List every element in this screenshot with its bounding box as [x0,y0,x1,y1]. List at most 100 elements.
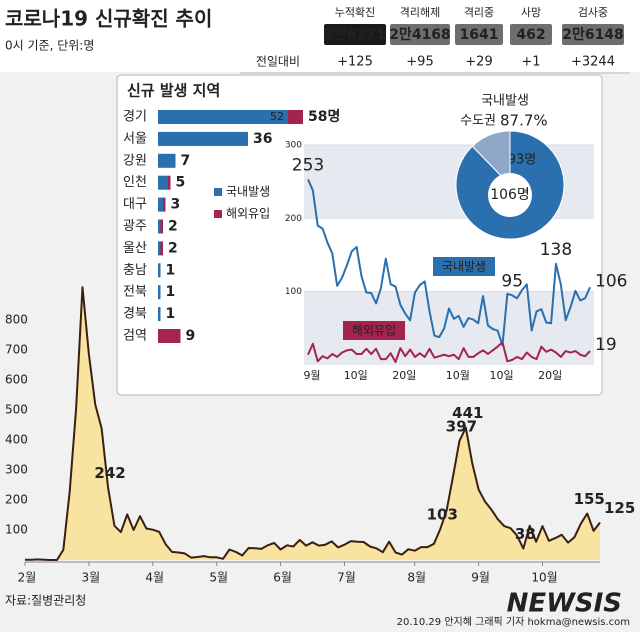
source: 자료:질병관리청 [5,594,86,608]
legend-label: 해외유입 [226,207,270,221]
x-tick-label: 6월 [273,571,292,585]
x-tick-label: 20일 [392,368,416,382]
bar-segment [158,219,161,234]
x-tick-label: 4월 [145,571,164,585]
stat-total: 2만6271 [324,27,386,43]
annotation: 103 [427,506,458,524]
category-label: 경기 [123,110,147,125]
y-tick-label: 600 [5,373,28,387]
x-tick-label: 9월 [303,369,320,382]
x-tick-label: 10월 [531,571,557,585]
line [25,286,601,561]
stat-change: +95 [406,55,433,70]
annotation: 19 [595,335,617,355]
series-line [307,341,591,364]
x-tick-label: 3월 [82,571,101,585]
stat-box [324,24,386,45]
stat-change: +3244 [571,55,615,70]
total-label: 36 [253,131,272,147]
title: 코로나19 신규확진 추이 [5,7,212,31]
total-label: 5 [176,175,186,191]
category-label: 울산 [123,241,147,256]
bar-segment [288,110,303,124]
series-name: 국내발생 [442,260,486,274]
annotation: 253 [292,155,324,175]
bar-segment [160,241,163,256]
stat-change-label: 전일대비 [256,55,300,69]
credit: 20.10.29 안지혜 그래픽 기자 hokma@newsis.com [397,616,630,628]
y-tick-label: 100 [5,523,28,537]
total-label: 58명 [308,108,340,125]
bar-segment [163,197,166,212]
category-label: 검역 [123,329,147,344]
x-tick-label: 9월 [471,571,490,585]
annotation: 138 [540,240,572,260]
annotation: 441 [452,404,483,422]
x-tick-label: 20일 [538,368,562,382]
x-tick-label: 2월 [18,571,37,585]
annotation: 95 [501,271,523,291]
bar-segment [158,285,161,300]
bar-segment [158,153,176,168]
y-tick-label: 400 [5,433,28,447]
y-tick-label: 300 [5,463,28,477]
total-label: 9 [186,328,196,344]
bar-inner-label: 52 [270,110,284,123]
y-tick-label: 300 [285,141,302,151]
stat-label: 격리해제 [400,5,440,19]
total-label: 1 [166,284,176,300]
series-name-bg [343,321,405,340]
stat-total: 1641 [460,27,499,43]
category-label: 경북 [123,307,147,322]
stat-box [510,24,552,45]
stat-box [562,24,624,45]
stat-change: +29 [465,55,492,70]
logo: NEWSIS [507,589,622,619]
category-label: 인천 [123,175,147,190]
y-tick-label: 100 [285,287,302,297]
pie-title: 국내발생 [481,94,529,109]
pie-hole [488,173,532,217]
legend-swatch [214,210,222,218]
series-name-bg [433,257,495,276]
y-tick-label: 200 [5,493,28,507]
legend-swatch [214,188,222,196]
bar-segment [158,263,161,278]
legend-label: 국내발생 [226,185,270,199]
total-label: 1 [166,306,176,322]
inset-title: 신규 발생 지역 [127,82,220,100]
stat-change: +125 [337,55,373,70]
stat-change: +1 [521,55,540,70]
x-tick-label: 5월 [209,571,228,585]
total-label: 3 [171,197,181,213]
y-tick-label: 700 [5,343,28,357]
category-label: 광주 [123,219,147,234]
bar-segment [158,241,161,256]
annotation: 242 [94,464,125,482]
bar-segment [160,219,163,234]
stat-total: 462 [516,27,545,43]
series-line [307,179,591,347]
annotation: 397 [446,417,477,435]
total-label: 2 [168,219,178,235]
main-chart: 100 200 300 400 500 600 700 800 2월 3월 4월 5월 6월 7월 8월 9월… [5,286,635,585]
y-tick-label: 500 [5,403,28,417]
annotation: 106 [595,271,627,291]
category-label: 전북 [123,285,147,300]
pie-category: 수도권 [460,114,496,129]
subtitle: 0시 기준, 단위:명 [5,39,94,53]
bar-segment [158,131,248,146]
category-label: 대구 [123,197,147,212]
category-label: 충남 [123,263,147,278]
total-label: 1 [166,262,176,278]
stat-total: 2만4168 [389,27,451,43]
category-label: 강원 [123,153,147,168]
pie-share: 87.7% [500,112,548,130]
series-name: 해외유입 [352,324,396,338]
annotation: 38 [515,525,536,543]
x-tick-label: 7월 [337,571,356,585]
bar-segment [158,175,168,190]
bar-segment [158,307,161,322]
x-tick-label: 10월 [446,369,470,382]
